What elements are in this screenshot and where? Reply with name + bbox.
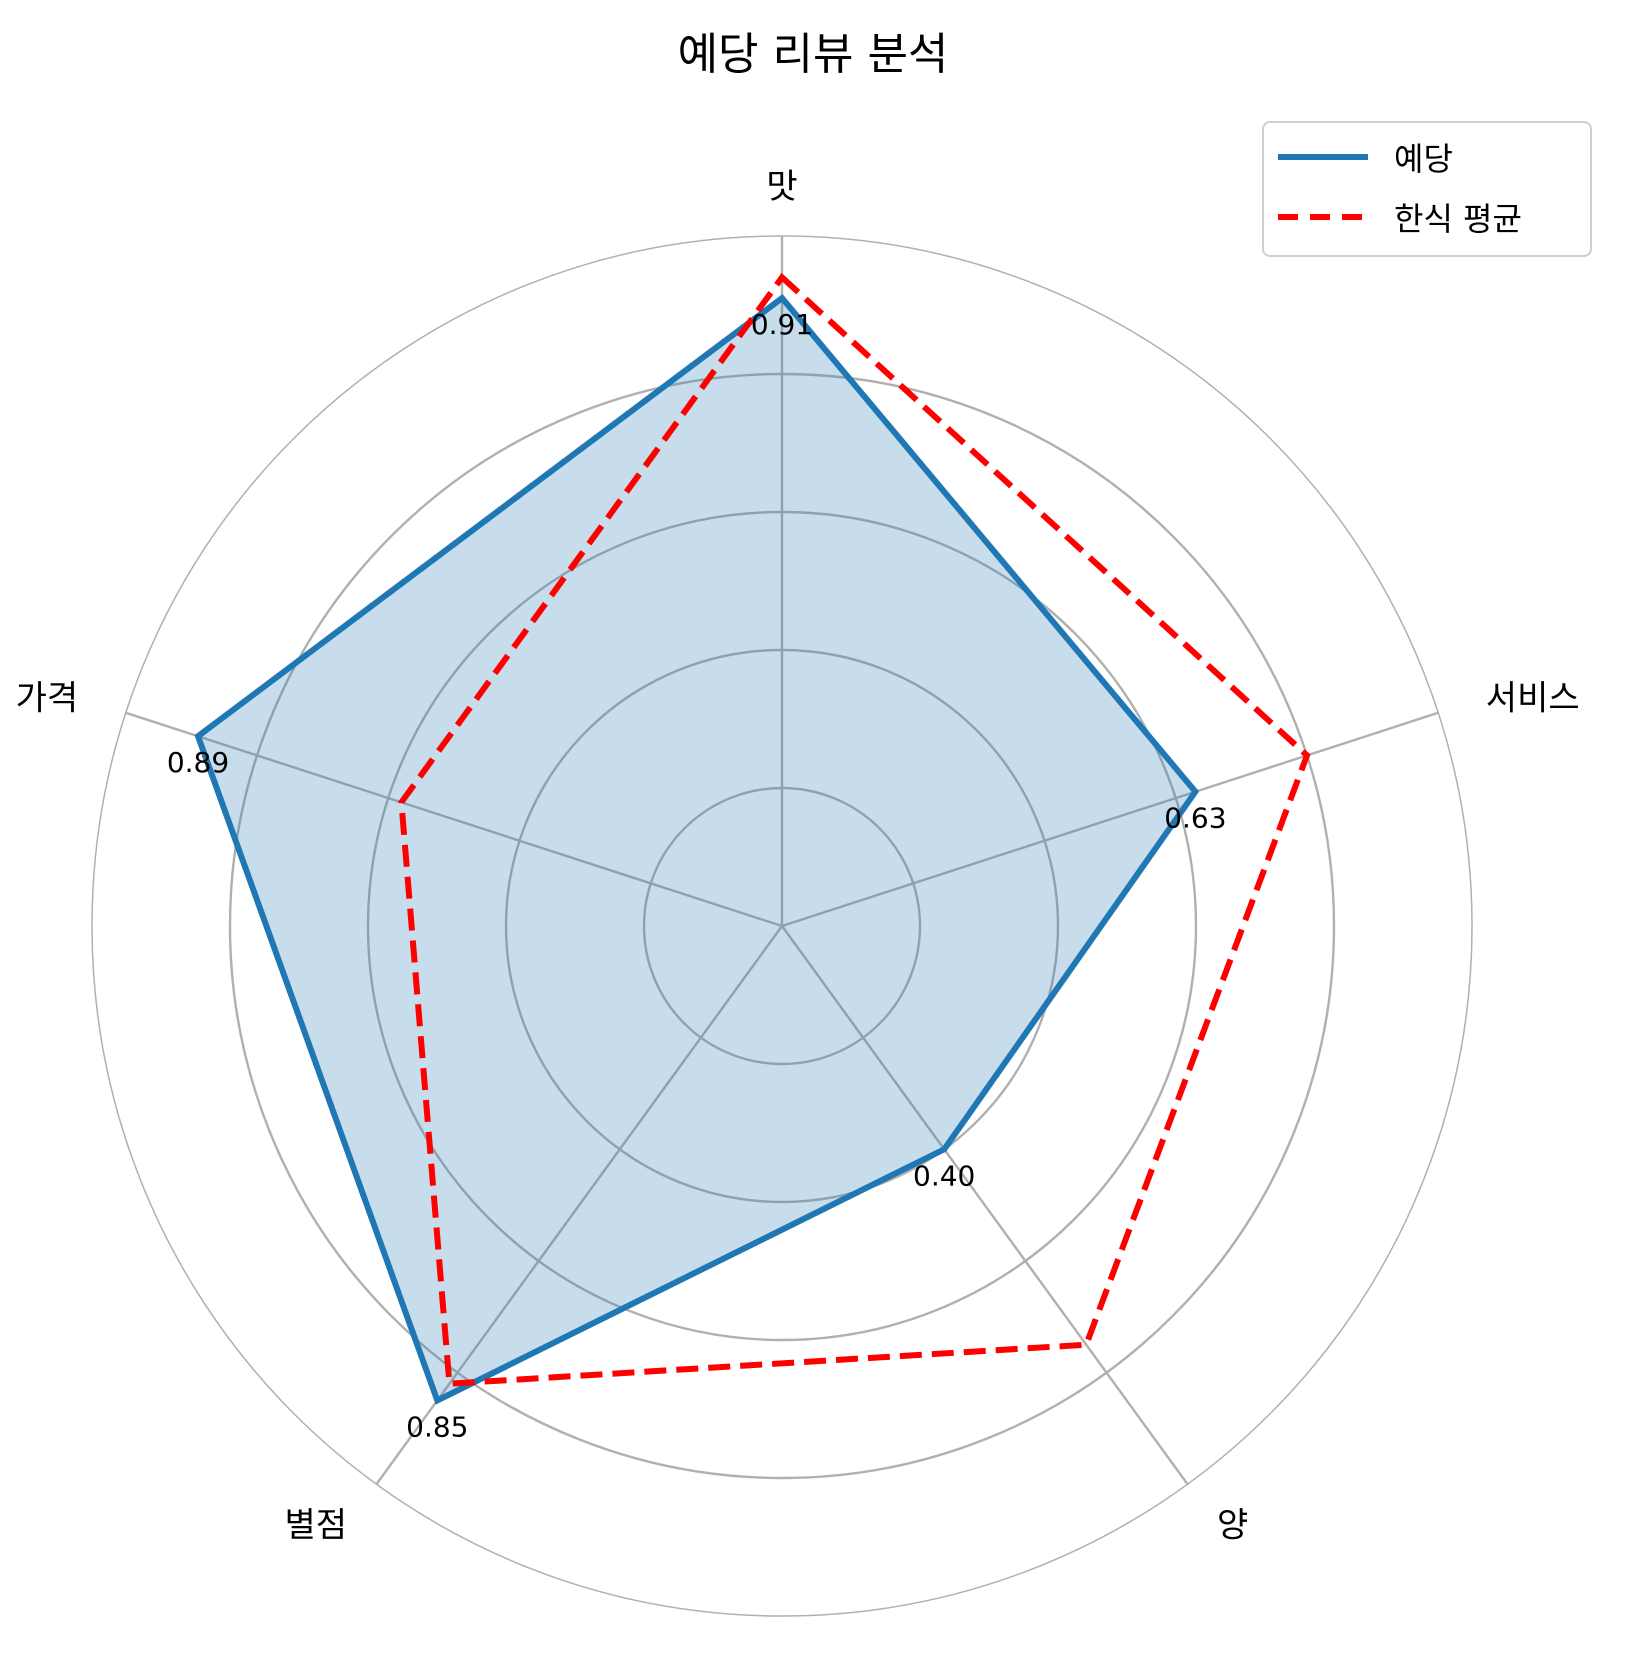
- series-fill: [198, 298, 1196, 1401]
- value-label: 0.40: [913, 1159, 975, 1192]
- chart-title: 예당 리뷰 분석: [677, 29, 949, 80]
- grid-spoke: [125, 711, 783, 928]
- legend-swatch-dashed: [1278, 214, 1368, 220]
- legend-label: 한식 평균: [1394, 200, 1522, 238]
- value-label: 0.63: [1164, 802, 1226, 835]
- grid-spoke: [781, 925, 1189, 1485]
- category-label: 양: [1217, 1506, 1248, 1546]
- value-label: 0.91: [751, 308, 813, 341]
- series-line: [398, 272, 1311, 1387]
- legend-item: 한식 평균: [1278, 195, 1522, 239]
- series-line: [194, 293, 1200, 1405]
- category-label: 가격: [16, 678, 79, 718]
- grid-spoke: [781, 711, 1439, 928]
- legend-label: 예당: [1394, 140, 1453, 178]
- grid-spoke: [375, 925, 783, 1485]
- category-label: 맛: [766, 167, 797, 207]
- legend: 예당 한식 평균: [1262, 121, 1592, 257]
- category-label: 별점: [284, 1506, 347, 1546]
- legend-item: 예당: [1278, 135, 1453, 179]
- radar-grid: [91, 235, 1473, 1617]
- value-label: 0.85: [406, 1411, 468, 1444]
- radar-series: [194, 272, 1311, 1405]
- value-label: 0.89: [167, 746, 229, 779]
- category-label: 서비스: [1486, 678, 1580, 718]
- legend-swatch-solid: [1278, 154, 1368, 160]
